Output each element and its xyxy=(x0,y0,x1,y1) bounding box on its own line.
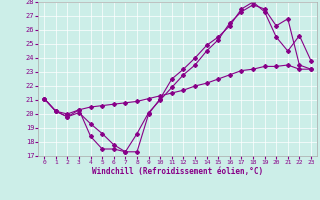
X-axis label: Windchill (Refroidissement éolien,°C): Windchill (Refroidissement éolien,°C) xyxy=(92,167,263,176)
